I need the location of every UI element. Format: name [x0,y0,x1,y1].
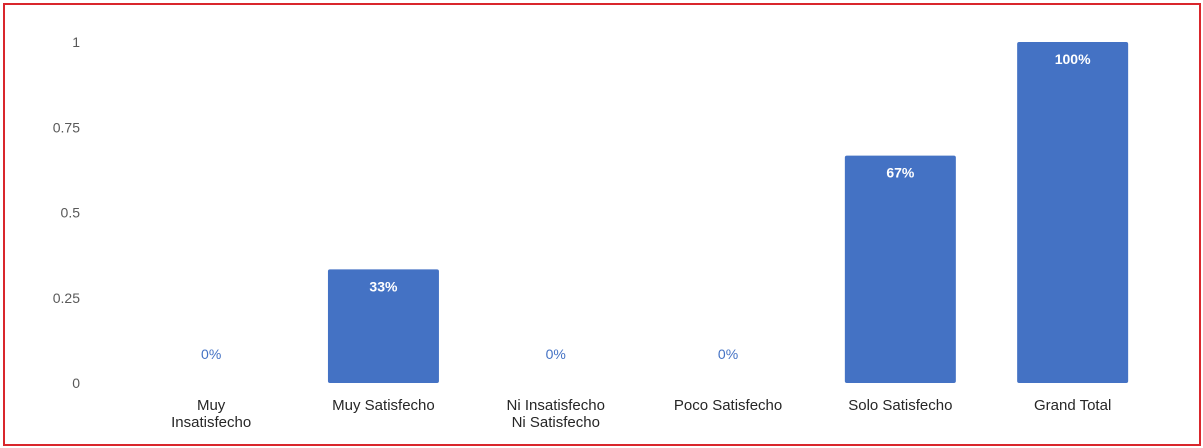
y-tick-label: 0.25 [53,290,80,306]
bar [844,155,956,383]
x-tick-label: Solo Satisfecho [848,397,952,414]
y-tick-label: 1 [72,34,80,50]
x-tick-label: Poco Satisfecho [674,397,782,414]
data-label: 100% [1055,51,1091,67]
y-tick-label: 0 [72,375,80,391]
bar [327,269,439,383]
data-label: 0% [718,346,738,362]
data-label: 0% [546,346,566,362]
x-tick-label: Ni Satisfecho [512,414,600,431]
data-label: 0% [201,346,221,362]
bar [1017,42,1129,383]
y-tick-label: 0.5 [61,205,81,221]
y-tick-label: 0.75 [53,119,80,135]
data-label: 33% [369,278,398,294]
x-tick-label: Grand Total [1034,397,1111,414]
x-tick-label: Muy Satisfecho [332,397,435,414]
x-tick-label: Ni Insatisfecho [507,397,605,414]
x-tick-label: Muy [197,397,226,414]
data-label: 67% [886,165,915,181]
chart-frame [3,3,1201,446]
x-tick-label: Insatisfecho [171,414,251,431]
